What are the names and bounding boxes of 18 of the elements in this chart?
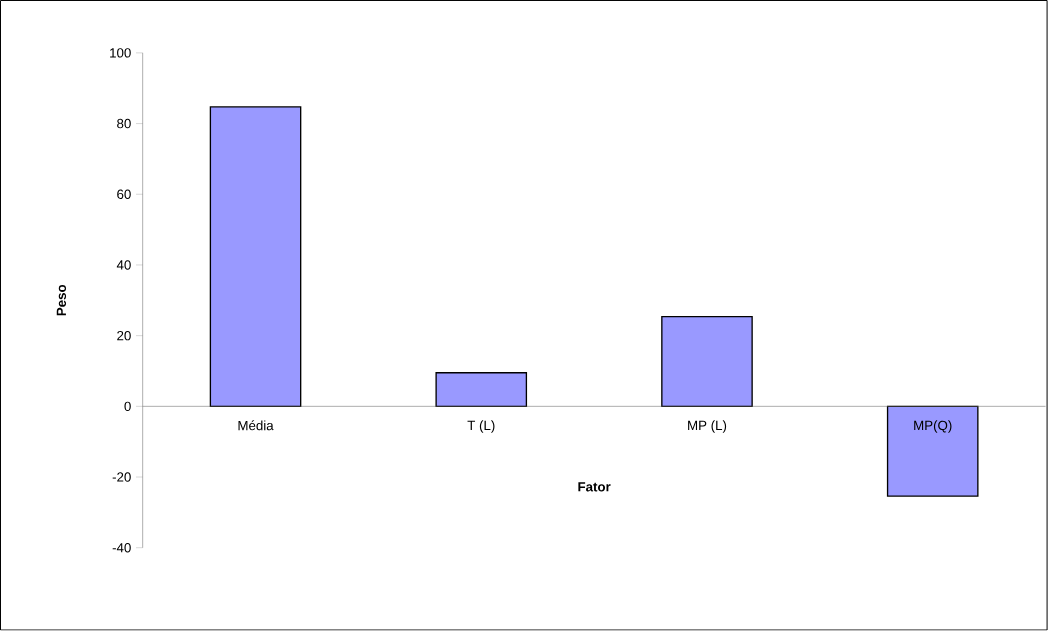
bar [209,106,302,408]
y-tick-label: 100 [110,48,131,58]
x-tick-label: T (L) [467,420,495,433]
y-tick-label: 20 [117,331,131,341]
x-tick-label: MP(Q) [914,420,952,433]
y-tick-label: 0 [124,401,131,412]
x-tick-label: Média [238,420,274,431]
y-tick-label: -40 [112,543,131,553]
x-axis-title: Fator [578,482,611,492]
bar [886,405,979,498]
x-tick-label: MP (L) [688,420,727,433]
bar [435,372,528,408]
y-tick-label: 40 [116,260,131,270]
y-axis-title: Peso [56,285,67,316]
y-tick-label: -20 [112,472,131,482]
y-tick-label: 60 [117,189,131,200]
bar [661,316,753,408]
y-tick-label: 80 [117,119,131,129]
